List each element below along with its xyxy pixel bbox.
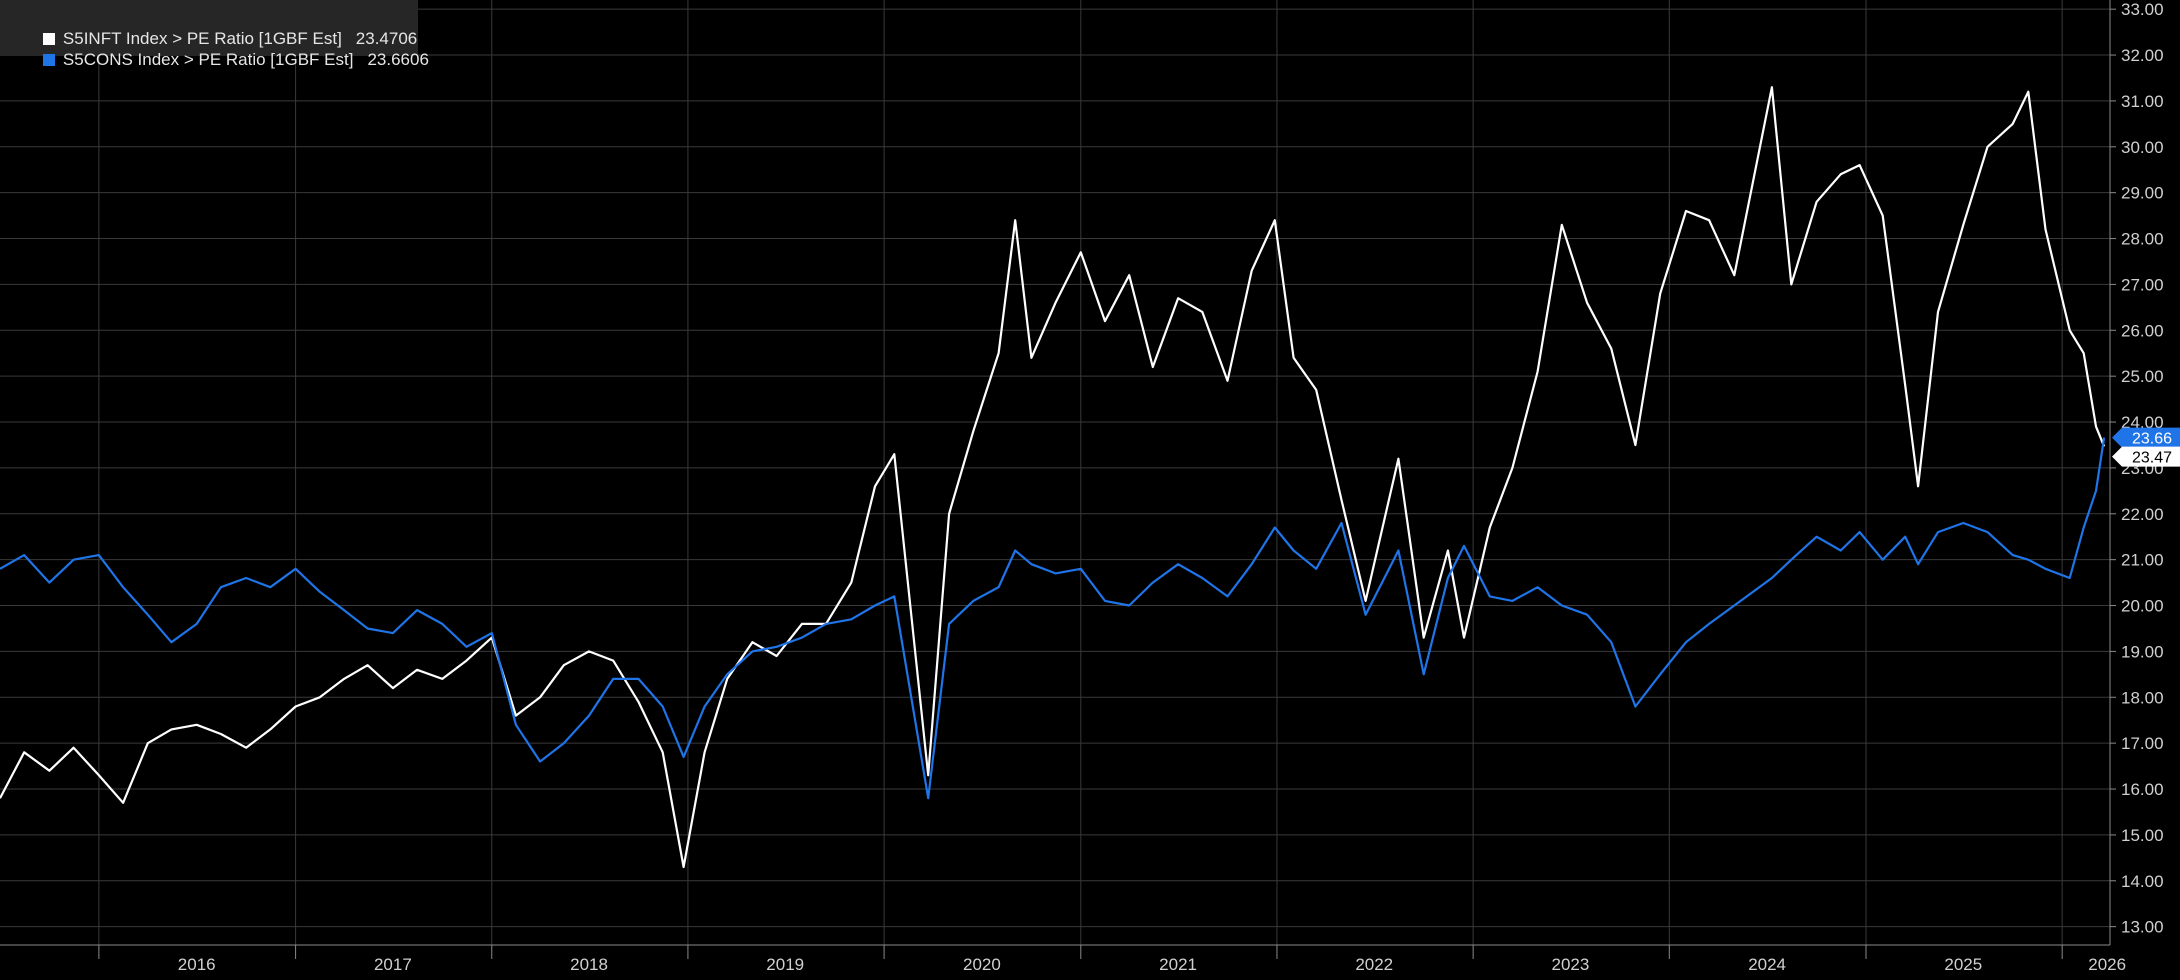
y-tick-label: 13.00 [2121, 918, 2164, 937]
y-tick-label: 32.00 [2121, 46, 2164, 65]
legend: S5INFT Index > PE Ratio [1GBF Est] 23.470… [0, 0, 429, 69]
y-tick-label: 14.00 [2121, 872, 2164, 891]
last-value-tags: 23.66 23.47 [2112, 427, 2180, 467]
legend-swatch-s5inft [42, 33, 55, 45]
y-tick-label: 31.00 [2121, 92, 2164, 111]
y-axis: 13.00 14.00 15.00 16.00 17.00 18.00 19.00 20.00… [2109, 0, 2164, 945]
y-tick-label: 26.00 [2121, 321, 2164, 340]
x-tick-label: 2018 [570, 955, 608, 974]
y-tick-label: 29.00 [2121, 184, 2164, 203]
series-line-s5cons [0, 437, 2106, 800]
x-tick-label: 2026 [2088, 955, 2126, 974]
x-tick-label: 2016 [178, 955, 216, 974]
y-tick-label: 17.00 [2121, 734, 2164, 753]
last-value-tag-label: 23.47 [2132, 450, 2172, 467]
y-tick-label: 21.00 [2121, 551, 2164, 570]
x-tick-label: 2021 [1159, 955, 1197, 974]
x-tick-label: 2017 [374, 955, 412, 974]
last-value-tag [2112, 427, 2180, 448]
legend-label-s5inft: S5INFT Index > PE Ratio [1GBF Est] [62, 29, 342, 48]
y-tick-label: 18.00 [2121, 688, 2164, 707]
y-tick-label: 22.00 [2121, 505, 2164, 524]
x-tick-label: 2024 [1748, 955, 1786, 974]
y-tick-label: 24.00 [2121, 413, 2164, 432]
legend-item-s5cons[interactable]: S5CONS Index > PE Ratio [1GBF Est] 23.660… [24, 30, 429, 69]
x-tick-label: 2023 [1551, 955, 1589, 974]
y-tick-label: 16.00 [2121, 780, 2164, 799]
legend-value-s5cons: 23.6606 [367, 50, 429, 69]
y-tick-label: 27.00 [2121, 275, 2164, 294]
y-tick-label: 30.00 [2121, 138, 2164, 157]
legend-label-s5cons: S5CONS Index > PE Ratio [1GBF Est] [62, 50, 354, 69]
y-tick-label: 19.00 [2121, 642, 2164, 661]
x-tick-label: 2022 [1355, 955, 1393, 974]
last-value-tag-label: 23.66 [2132, 431, 2172, 448]
series-lines [0, 86, 2106, 869]
last-value-tag [2112, 446, 2180, 467]
x-axis: 2016 2017 2018 2019 2020 2021 2022 2023 2024 2025… [0, 944, 2126, 974]
y-tick-label: 28.00 [2121, 230, 2164, 249]
legend-item-s5inft[interactable]: S5INFT Index > PE Ratio [1GBF Est] 23.470… [24, 9, 417, 48]
series-line-s5inft [0, 86, 2106, 869]
y-tick-label: 25.00 [2121, 367, 2164, 386]
y-tick-label: 33.00 [2121, 0, 2164, 19]
y-tick-label: 20.00 [2121, 597, 2164, 616]
y-tick-label: 15.00 [2121, 826, 2164, 845]
legend-swatch-s5cons [42, 54, 55, 66]
x-tick-label: 2020 [963, 955, 1001, 974]
x-tick-label: 2025 [1944, 955, 1982, 974]
grid-lines [0, 0, 2110, 945]
x-tick-label: 2019 [766, 955, 804, 974]
legend-value-s5inft: 23.4706 [355, 29, 418, 48]
